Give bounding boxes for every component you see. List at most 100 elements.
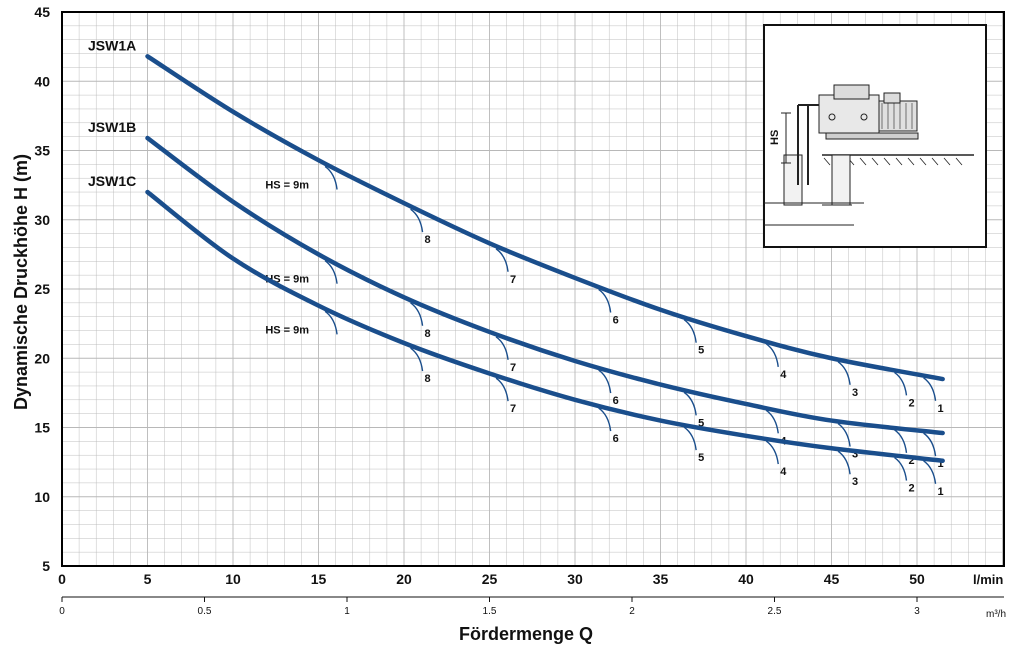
pump-housing — [818, 94, 880, 134]
x2-tick-label: 3 — [914, 606, 920, 617]
x-tick-label: 50 — [909, 571, 925, 587]
hs-label: 6 — [613, 395, 619, 407]
hs-label: 7 — [510, 362, 516, 374]
well-wall-right — [831, 154, 851, 206]
hs-marker — [495, 336, 509, 360]
installation-diagram: HS — [763, 24, 987, 248]
hs-marker — [598, 288, 612, 313]
x-tick-label: 40 — [738, 571, 754, 587]
hs-marker — [765, 409, 779, 434]
plot-frame — [61, 11, 1005, 567]
series-label: JSW1B — [88, 119, 136, 135]
curve-jsw1b: JSW1B HS = 9m 8 7 6 5 4 3 2 1 — [88, 119, 945, 470]
hs-label: 2 — [908, 397, 914, 409]
hs-marker — [923, 460, 937, 484]
curve-jsw1c: JSW1C HS = 9m 8 7 6 5 4 3 2 1 — [88, 173, 945, 498]
hs-label: 1 — [938, 486, 944, 498]
y-tick-label: 40 — [34, 73, 50, 89]
hs-dimension-label: HS — [769, 130, 781, 145]
x-axis-ticks: 0 5 10 15 20 25 30 35 40 45 50 — [58, 571, 925, 587]
hs-label: 8 — [425, 328, 431, 340]
hs-marker — [683, 391, 697, 416]
hs-marker — [495, 248, 509, 272]
x-tick-label: 45 — [824, 571, 840, 587]
hs-marker — [837, 422, 851, 447]
pump-top — [833, 84, 870, 100]
hs-marker — [598, 369, 612, 394]
series-label: JSW1C — [88, 173, 136, 189]
hs-label: HS = 9m — [265, 179, 309, 191]
x-axis-unit: l/min — [973, 572, 1003, 587]
x2-tick-label: 0.5 — [198, 606, 212, 617]
x2-axis-ticks: 0 0.5 1 1.5 2 2.5 3 — [59, 596, 1004, 617]
y-tick-label: 10 — [34, 489, 50, 505]
hs-label: 8 — [425, 373, 431, 385]
hs-marker — [324, 310, 338, 335]
hs-marker — [410, 302, 424, 326]
pump-curves: JSW1A HS = 9m 8 7 6 5 4 3 2 1 JSW1B HS = 9m 8 7 6 5 4 3 2 1… — [88, 37, 945, 498]
ground-hatch — [955, 157, 963, 166]
hs-marker — [683, 426, 697, 451]
x2-tick-label: 1.5 — [483, 606, 497, 617]
x2-tick-label: 0 — [59, 606, 65, 617]
hs-marker — [410, 347, 424, 372]
y-tick-label: 20 — [34, 350, 50, 366]
hs-label: 7 — [510, 403, 516, 415]
y-tick-label: 15 — [34, 420, 50, 436]
hs-label: HS = 9m — [265, 324, 309, 336]
ground-hatch — [943, 157, 951, 166]
series-label: JSW1A — [88, 37, 136, 53]
x-tick-label: 0 — [58, 571, 66, 587]
hs-label: 4 — [780, 466, 787, 478]
hs-marker — [324, 260, 338, 284]
hs-marker — [765, 343, 779, 367]
hs-label: 2 — [908, 483, 914, 495]
y-tick-label: 35 — [34, 143, 50, 159]
curve-line — [145, 189, 945, 463]
hs-label: 8 — [425, 234, 431, 246]
hs-label: 3 — [852, 387, 858, 399]
x-tick-label: 15 — [311, 571, 327, 587]
hs-marker — [324, 165, 338, 190]
terminal-box — [883, 92, 901, 104]
ground-hatch — [871, 157, 879, 166]
curve-line — [145, 54, 945, 382]
hs-label: 5 — [698, 452, 704, 464]
hs-label: 4 — [780, 369, 787, 381]
hs-marker — [837, 450, 851, 475]
y-tick-label: 25 — [34, 281, 50, 297]
y-axis-ticks: 5 10 15 20 25 30 35 40 45 — [34, 4, 50, 574]
hs-label: 1 — [938, 458, 944, 470]
hs-label: 5 — [698, 345, 704, 357]
hs-marker — [894, 429, 908, 453]
hs-label: 6 — [613, 433, 619, 445]
x2-tick-label: 1 — [344, 606, 350, 617]
hs-marker — [837, 361, 851, 385]
ground-hatch — [895, 157, 903, 166]
x-tick-label: 35 — [653, 571, 669, 587]
ground-hatch — [883, 157, 891, 166]
y-tick-label: 45 — [34, 4, 50, 20]
x-tick-label: 10 — [225, 571, 241, 587]
x2-tick-label: 2 — [629, 606, 635, 617]
ground-hatch — [931, 157, 939, 166]
hs-label: 5 — [698, 417, 704, 429]
hs-marker — [923, 432, 937, 457]
x2-axis-unit: m³/h — [986, 609, 1006, 620]
hs-marker — [923, 377, 937, 401]
y-axis-label: Dynamische Druckhöhe H (m) — [11, 154, 31, 410]
x-tick-label: 20 — [396, 571, 412, 587]
ground-hatch — [823, 157, 831, 166]
y-tick-label: 30 — [34, 212, 50, 228]
hs-marker — [598, 407, 612, 432]
hs-label: 3 — [852, 476, 858, 488]
curve-line — [145, 135, 945, 436]
ground-hatch — [859, 157, 867, 166]
ground-hatch — [907, 157, 915, 166]
hs-marker — [894, 371, 908, 396]
hs-label: 1 — [938, 403, 944, 415]
motor-body — [878, 100, 918, 132]
hs-label: 2 — [908, 455, 914, 467]
x-tick-label: 25 — [482, 571, 498, 587]
hs-marker — [495, 377, 509, 402]
